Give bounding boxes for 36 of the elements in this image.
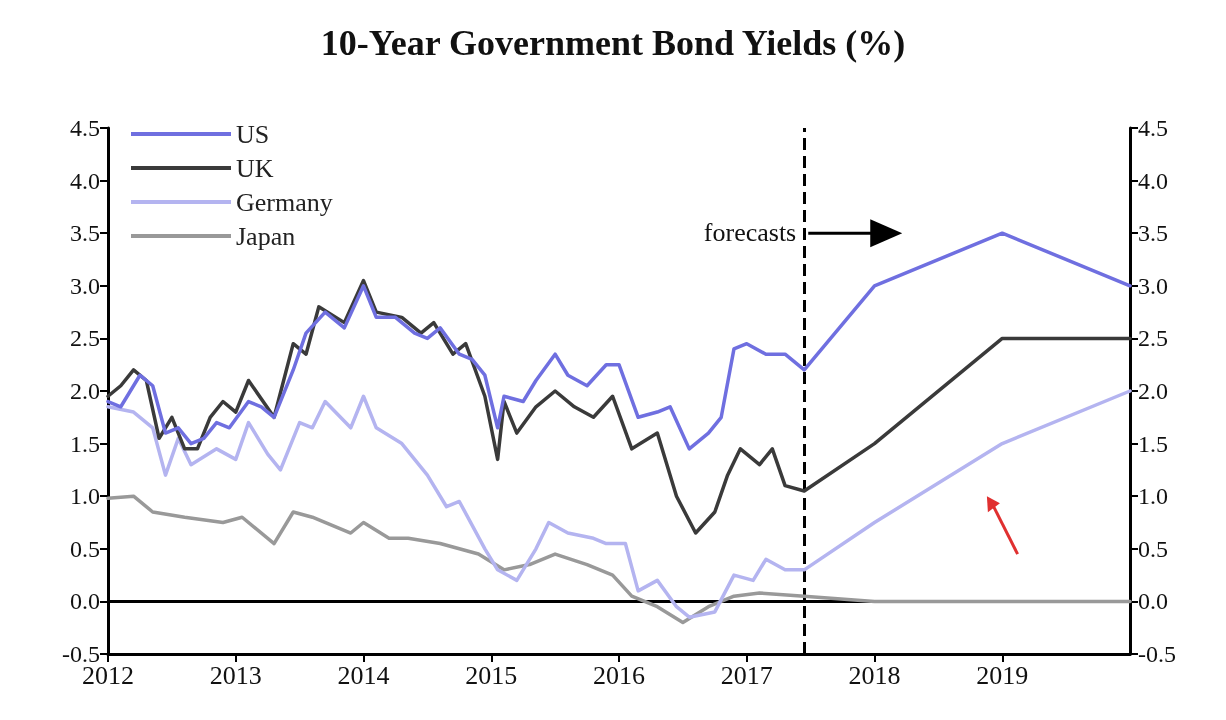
y-tick-label: 2.5 bbox=[70, 325, 100, 352]
x-tick-label: 2014 bbox=[337, 660, 390, 690]
y2-tick-label: 4.5 bbox=[1138, 115, 1168, 141]
x-tick-label: 2013 bbox=[209, 660, 262, 690]
y2-tick-label: 0.5 bbox=[1138, 535, 1168, 562]
ref-line-label: forecasts bbox=[703, 218, 797, 248]
chart-title: 10-Year Government Bond Yields (%) bbox=[320, 23, 906, 63]
y-tick-label: 1.5 bbox=[70, 430, 100, 457]
x-tick-label: 2017 bbox=[720, 660, 773, 690]
legend-label: Germany bbox=[236, 187, 333, 217]
y2-tick-label: 1.0 bbox=[1138, 483, 1168, 510]
y-tick-label: 4.5 bbox=[70, 115, 100, 141]
y-tick-label: 0.5 bbox=[70, 535, 100, 562]
legend-label: Japan bbox=[236, 221, 296, 251]
y-tick-label: 3.5 bbox=[70, 220, 100, 247]
y-tick-label: -0.5 bbox=[62, 641, 100, 667]
x-tick-label: 2019 bbox=[976, 660, 1029, 690]
legend-label: US bbox=[236, 119, 270, 149]
legend-label: UK bbox=[236, 153, 274, 183]
y-tick-label: 0.0 bbox=[70, 588, 100, 615]
y-tick-label: 3.0 bbox=[70, 272, 100, 299]
y2-tick-label: 3.0 bbox=[1138, 272, 1168, 299]
y2-tick-label: 4.0 bbox=[1138, 167, 1168, 194]
y2-tick-label: 2.5 bbox=[1138, 325, 1168, 352]
y2-tick-label: -0.5 bbox=[1138, 641, 1176, 667]
line-series bbox=[106, 278, 1132, 535]
y2-tick-label: 3.5 bbox=[1138, 220, 1168, 247]
x-tick-label: 2018 bbox=[848, 660, 901, 690]
y-tick-label: 2.0 bbox=[70, 378, 100, 404]
x-tick-label: 2016 bbox=[593, 660, 645, 690]
y2-tick-label: 0.0 bbox=[1138, 588, 1168, 615]
y-tick-label: 1.0 bbox=[70, 483, 100, 510]
y2-tick-label: 1.5 bbox=[1138, 430, 1168, 457]
y-tick-label: 4.0 bbox=[70, 167, 100, 194]
x-tick-label: 2015 bbox=[465, 660, 518, 690]
y2-tick-label: 2.0 bbox=[1138, 378, 1168, 404]
